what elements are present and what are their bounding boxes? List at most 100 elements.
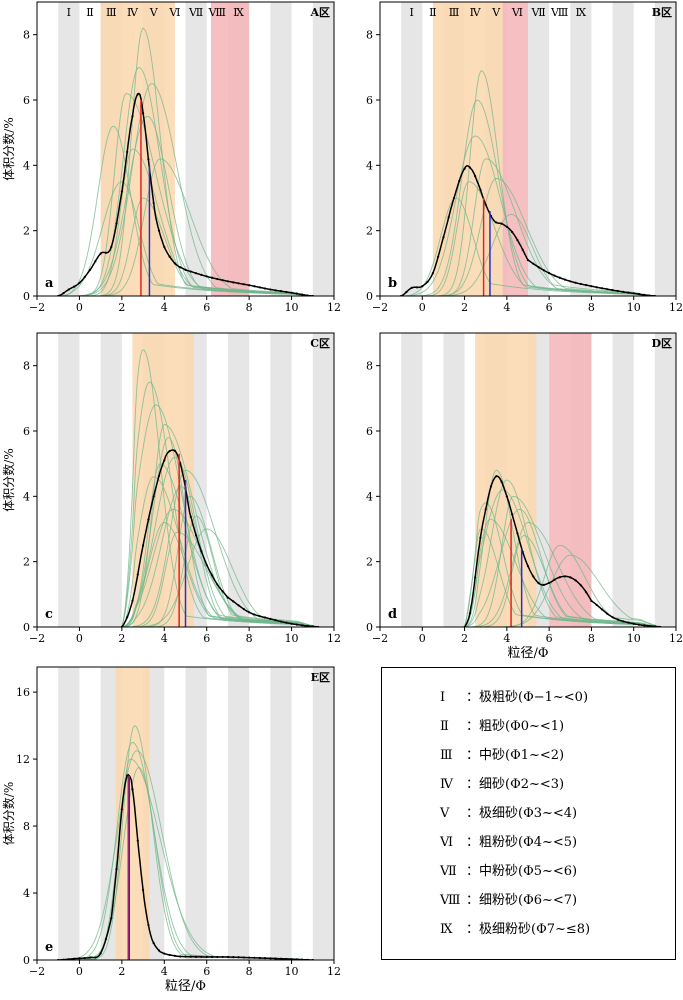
y-axis-label: 体积分数/% <box>1 782 16 845</box>
mean-marker <box>279 957 283 960</box>
mean-marker <box>205 275 208 278</box>
mean-marker <box>643 293 646 296</box>
panel-area-label: A区 <box>309 6 330 19</box>
mean-marker <box>184 955 187 958</box>
x-tick-label: 10 <box>285 632 299 645</box>
grey-band <box>270 667 292 960</box>
y-tick-label: 6 <box>366 425 373 438</box>
orange-band <box>432 2 503 296</box>
mean-marker <box>141 111 145 115</box>
legend-roman: Ⅲ <box>440 748 453 763</box>
mean-marker <box>611 289 614 292</box>
mean-marker <box>495 475 498 478</box>
class-numeral: Ⅳ <box>127 6 139 19</box>
mean-marker <box>226 280 230 283</box>
x-tick-label: 2 <box>461 301 468 314</box>
mean-marker <box>242 283 245 286</box>
mean-marker <box>83 956 86 960</box>
mean-marker <box>147 923 150 927</box>
mean-marker <box>415 286 419 289</box>
panel-area-label: C区 <box>310 337 330 350</box>
panel-letter: e <box>45 940 53 955</box>
class-numeral: Ⅶ <box>530 6 545 19</box>
grey-band <box>227 667 250 960</box>
x-tick-label: 12 <box>327 632 341 645</box>
mean-marker <box>216 955 219 959</box>
mean-marker <box>637 293 641 296</box>
mean-marker <box>606 612 609 615</box>
mean-marker <box>521 248 524 251</box>
mean-marker <box>269 957 272 960</box>
mean-marker <box>216 583 219 586</box>
x-tick-label: 6 <box>546 632 553 645</box>
grey-band <box>612 333 634 627</box>
panel-frame <box>36 1 335 297</box>
mean-marker <box>168 450 171 453</box>
mean-marker <box>253 613 256 616</box>
mean-marker <box>563 278 567 281</box>
mean-marker <box>301 624 304 627</box>
mean-marker <box>157 474 161 478</box>
mean-marker <box>179 266 182 269</box>
mean-marker <box>516 238 519 242</box>
mean-marker <box>532 262 535 265</box>
mean-marker <box>295 623 298 626</box>
mean-marker <box>67 288 70 291</box>
legend-row: Ⅷ ：细粉砂(Φ6~<7) <box>440 889 577 908</box>
mean-marker <box>131 788 134 791</box>
mean-marker <box>622 620 625 623</box>
mean-marker <box>99 952 102 955</box>
mean-marker <box>632 622 635 625</box>
grey-band <box>58 2 80 296</box>
mean-marker <box>184 268 187 271</box>
x-tick-label: −2 <box>29 301 45 314</box>
grey-band <box>312 667 334 960</box>
mean-marker <box>258 615 261 618</box>
mean-marker <box>263 287 267 290</box>
mean-marker <box>537 266 540 269</box>
x-tick-label: 12 <box>669 632 683 645</box>
y-tick-label: 8 <box>23 29 30 42</box>
legend-text: ：中粉砂(Φ5~<6) <box>466 864 578 879</box>
mean-marker <box>104 251 108 254</box>
mean-marker <box>274 289 277 292</box>
class-numeral: Ⅸ <box>576 6 587 19</box>
mean-marker <box>131 599 134 602</box>
mean-marker <box>269 288 272 291</box>
legend-roman: Ⅴ <box>440 806 450 821</box>
y-tick-label: 4 <box>366 490 373 503</box>
class-numeral: Ⅱ <box>429 6 436 19</box>
mean-marker <box>274 619 277 622</box>
legend-text: ：中砂(Φ1~<2) <box>466 748 565 763</box>
plot-area-c <box>58 333 334 627</box>
panel-letter: b <box>388 276 397 291</box>
x-tick-label: 2 <box>118 301 125 314</box>
mean-marker <box>505 495 508 498</box>
y-tick-label: 12 <box>16 753 30 766</box>
x-tick-label: −2 <box>29 965 45 978</box>
mean-marker <box>585 591 588 594</box>
legend-text: ：极粗砂(Φ−1~<0) <box>466 690 589 705</box>
mean-marker <box>205 955 208 959</box>
mean-marker <box>242 608 245 611</box>
mean-marker <box>210 955 214 959</box>
mean-marker <box>574 579 577 582</box>
mean-marker <box>548 581 551 585</box>
mean-marker <box>295 292 298 295</box>
class-numeral: Ⅴ <box>149 6 159 19</box>
y-tick-label: 8 <box>366 360 373 373</box>
mean-marker <box>458 179 461 182</box>
y-tick-label: 0 <box>23 954 30 967</box>
mean-marker <box>569 280 572 283</box>
x-tick-label: 4 <box>503 301 510 314</box>
x-tick-label: 12 <box>327 965 341 978</box>
mean-marker <box>253 956 256 959</box>
mean-marker <box>463 167 466 170</box>
mean-marker <box>606 288 609 291</box>
mean-marker <box>179 955 182 958</box>
mean-marker <box>484 203 487 206</box>
mean-marker <box>200 955 203 959</box>
class-numeral: Ⅲ <box>106 6 117 19</box>
